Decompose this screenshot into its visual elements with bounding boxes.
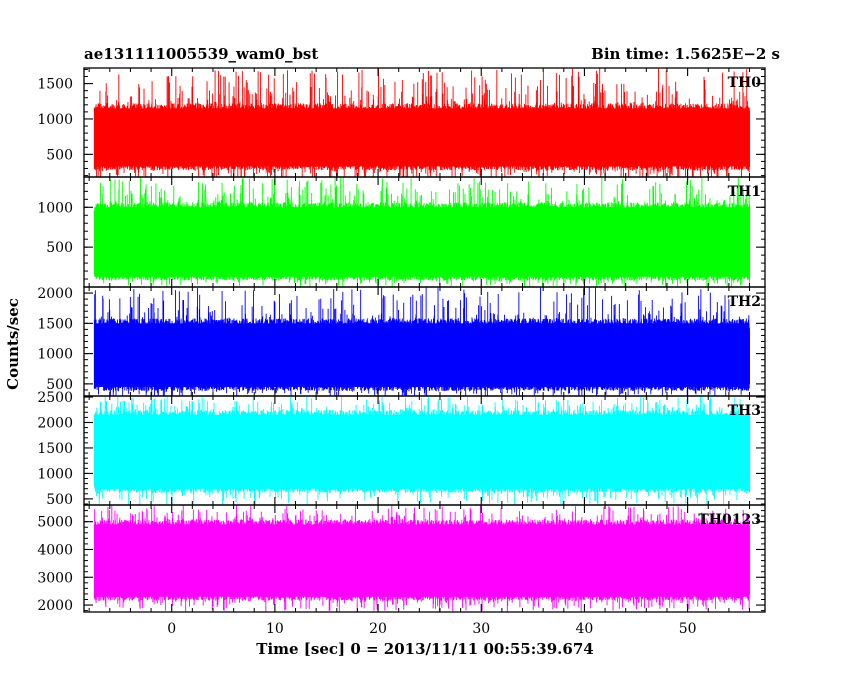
- panels-group: 500 1000 1500 TH0 500 1000 TH1 500 1000 1500 2000 T…: [37, 67, 766, 614]
- y-tick-label: 500: [46, 240, 73, 256]
- panel-label-th1: TH1: [728, 184, 761, 200]
- y-tick-label: 1000: [37, 466, 73, 482]
- panel-label-th0: TH0: [728, 75, 762, 91]
- y-tick-label: 2000: [37, 598, 73, 614]
- series-band-th3: [94, 414, 750, 489]
- y-tick-label: 1000: [37, 347, 73, 363]
- x-tick-label: 30: [472, 621, 490, 637]
- bin-time-label: Bin time: 1.5625E−2 s: [591, 45, 780, 63]
- panel-label-th0123: TH0123: [698, 512, 761, 528]
- panel-label-th3: TH3: [728, 403, 761, 419]
- y-tick-label: 1000: [37, 112, 73, 128]
- y-tick-label: 1500: [37, 316, 73, 332]
- x-tick-label: 50: [679, 621, 697, 637]
- x-tick-label: 0: [167, 621, 176, 637]
- y-tick-label: 4000: [37, 542, 73, 558]
- y-tick-label: 1500: [37, 441, 73, 457]
- y-tick-label: 1000: [37, 200, 73, 216]
- x-tick-label: 40: [576, 621, 594, 637]
- panel-th0123: 2000 3000 4000 5000 TH0123: [37, 504, 766, 614]
- y-tick-label: 2000: [37, 415, 73, 431]
- panel-label-th2: TH2: [728, 294, 761, 310]
- series-band-th0: [94, 108, 750, 167]
- y-tick-label: 5000: [37, 515, 73, 531]
- y-tick-label: 2000: [37, 286, 73, 302]
- panel-th1: 500 1000 TH1: [37, 176, 766, 288]
- series-band-th2: [94, 323, 750, 387]
- panel-frame: [83, 504, 766, 613]
- x-axis-title: Time [sec] 0 = 2013/11/11 00:55:39.674: [256, 640, 593, 658]
- y-tick-label: 1500: [37, 77, 73, 93]
- y-tick-label: 2500: [37, 390, 73, 406]
- y-tick-label: 500: [46, 377, 73, 393]
- y-tick-label: 500: [46, 147, 73, 163]
- series-band-th0123: [94, 524, 750, 597]
- y-axis-title: Counts/sec: [4, 298, 22, 390]
- y-tick-label: 3000: [37, 570, 73, 586]
- panel-th0: 500 1000 1500 TH0: [37, 67, 766, 178]
- x-axis: 0 10 20 30 40 50: [167, 621, 696, 637]
- panel-th2: 500 1000 1500 2000 TH2: [37, 286, 766, 397]
- figure-title: ae131111005539_wam0_bst: [84, 45, 318, 63]
- panel-th3: 500 1000 1500 2000 2500 TH3: [37, 390, 766, 508]
- series-band-th1: [94, 207, 750, 277]
- y-tick-label: 500: [46, 492, 73, 508]
- x-tick-label: 20: [369, 621, 387, 637]
- x-tick-label: 10: [266, 621, 284, 637]
